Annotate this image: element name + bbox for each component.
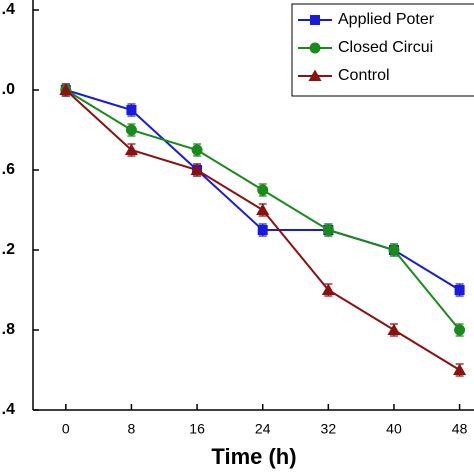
legend-label: Applied Poter — [338, 11, 435, 28]
x-axis-title: Time (h) — [211, 444, 296, 469]
data-point — [388, 244, 400, 256]
data-point — [322, 224, 334, 236]
legend-label: Closed Circui — [338, 39, 433, 56]
data-point — [125, 124, 137, 136]
data-point — [256, 203, 270, 215]
data-point — [191, 144, 203, 156]
legend-marker — [310, 15, 320, 25]
legend-marker — [308, 69, 322, 81]
data-point — [59, 83, 73, 95]
x-tick-label: 32 — [321, 421, 337, 437]
data-point — [454, 324, 466, 336]
y-tick-label: .8 — [2, 321, 15, 338]
data-point — [321, 283, 335, 295]
x-tick-label: 24 — [255, 421, 271, 437]
x-tick-label: 16 — [189, 421, 205, 437]
y-tick-label: .4 — [2, 401, 15, 418]
x-tick-label: 40 — [386, 421, 402, 437]
legend-marker — [309, 42, 321, 54]
y-tick-label: .6 — [2, 161, 15, 178]
data-point — [453, 363, 467, 375]
data-point — [454, 285, 465, 295]
y-tick-label: .0 — [2, 81, 15, 98]
data-point — [126, 105, 137, 115]
x-tick-label: 8 — [128, 421, 136, 437]
data-point — [257, 184, 269, 196]
y-tick-label: .2 — [2, 241, 15, 258]
data-point — [387, 323, 401, 335]
x-tick-label: 48 — [452, 421, 468, 437]
x-tick-label: 0 — [62, 421, 70, 437]
y-tick-label: .4 — [2, 1, 15, 18]
legend-label: Control — [338, 67, 390, 84]
data-point — [124, 143, 138, 155]
data-point — [257, 225, 268, 235]
data-point — [190, 163, 204, 175]
